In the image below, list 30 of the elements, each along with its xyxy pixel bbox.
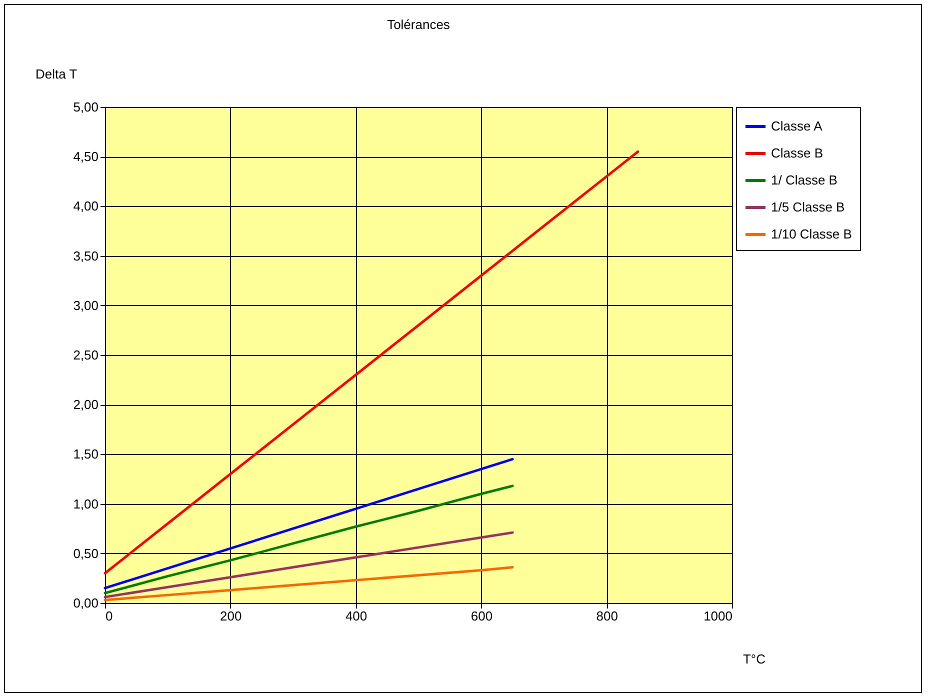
x-tick-label: 800 xyxy=(596,608,618,624)
chart-title: Tolérances xyxy=(387,17,450,32)
line-series xyxy=(104,484,514,594)
y-tick-label: 3,00 xyxy=(73,298,98,313)
line-series xyxy=(104,150,640,574)
x-tick-label: 200 xyxy=(220,608,242,624)
y-tick-label: 0,00 xyxy=(73,596,98,610)
y-tick-label: 3,50 xyxy=(73,248,98,264)
legend-label: 1/5 Classe B xyxy=(771,200,845,214)
y-tick-label: 0,50 xyxy=(73,546,98,561)
y-tick-label: 2,50 xyxy=(73,348,98,362)
x-tick-label: 600 xyxy=(470,608,493,624)
line-series xyxy=(104,458,514,590)
legend-label: Classe A xyxy=(771,118,823,134)
y-tick-label: 4,50 xyxy=(73,149,98,164)
legend-label: 1/10 Classe B xyxy=(771,226,852,242)
x-tick-label: 0 xyxy=(106,608,113,624)
y-tick-label: 2,00 xyxy=(73,397,98,412)
y-axis-title: Delta T xyxy=(36,66,78,82)
x-tick-label: 1000 xyxy=(704,608,732,624)
line-series xyxy=(104,531,514,598)
legend-label: 1/ Classe B xyxy=(771,172,838,188)
y-tick-label: 1,50 xyxy=(73,446,98,462)
y-tick-label: 1,00 xyxy=(73,496,98,512)
line-series xyxy=(104,566,514,602)
y-tick-label: 4,00 xyxy=(73,198,98,214)
x-tick-label: 400 xyxy=(345,608,368,624)
legend-label: Classe B xyxy=(771,146,824,160)
x-axis-title: T°C xyxy=(742,652,766,666)
y-tick-label: 5,00 xyxy=(73,100,98,114)
